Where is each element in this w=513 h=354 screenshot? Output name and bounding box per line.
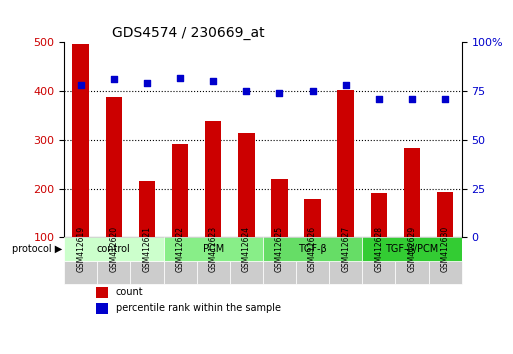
Bar xyxy=(96,303,108,314)
Text: TGF-β: TGF-β xyxy=(298,244,327,254)
Point xyxy=(176,75,184,80)
FancyBboxPatch shape xyxy=(164,237,263,261)
Bar xyxy=(72,44,89,237)
Point xyxy=(408,96,416,102)
Bar xyxy=(96,287,108,298)
Bar xyxy=(404,148,420,237)
Text: GSM412630: GSM412630 xyxy=(441,226,449,272)
Bar xyxy=(106,97,122,237)
Text: GSM412629: GSM412629 xyxy=(407,226,417,272)
Text: GSM412620: GSM412620 xyxy=(109,226,119,272)
Text: percentile rank within the sample: percentile rank within the sample xyxy=(116,303,281,313)
FancyBboxPatch shape xyxy=(296,261,329,284)
Point xyxy=(209,79,218,84)
Bar xyxy=(370,193,387,237)
Text: control: control xyxy=(97,244,131,254)
FancyBboxPatch shape xyxy=(64,261,97,284)
FancyBboxPatch shape xyxy=(196,261,230,284)
Text: GSM412626: GSM412626 xyxy=(308,226,317,272)
Text: protocol ▶: protocol ▶ xyxy=(12,244,63,254)
Bar xyxy=(205,121,222,237)
Bar xyxy=(271,179,288,237)
FancyBboxPatch shape xyxy=(164,261,196,284)
Point xyxy=(110,77,118,82)
FancyBboxPatch shape xyxy=(362,237,462,261)
FancyBboxPatch shape xyxy=(263,261,296,284)
FancyBboxPatch shape xyxy=(362,261,396,284)
Point xyxy=(242,88,250,94)
FancyBboxPatch shape xyxy=(97,261,130,284)
Text: GSM412625: GSM412625 xyxy=(275,226,284,272)
Bar xyxy=(172,144,188,237)
Point xyxy=(375,96,383,102)
Point xyxy=(275,90,284,96)
Bar xyxy=(238,132,254,237)
FancyBboxPatch shape xyxy=(130,261,164,284)
Text: GSM412627: GSM412627 xyxy=(341,226,350,272)
Point xyxy=(143,81,151,86)
FancyBboxPatch shape xyxy=(230,261,263,284)
Text: GSM412624: GSM412624 xyxy=(242,226,251,272)
Bar xyxy=(304,199,321,237)
FancyBboxPatch shape xyxy=(396,261,428,284)
Text: GSM412622: GSM412622 xyxy=(175,226,185,272)
Text: GSM412619: GSM412619 xyxy=(76,226,85,272)
Point xyxy=(441,96,449,102)
FancyBboxPatch shape xyxy=(64,237,164,261)
FancyBboxPatch shape xyxy=(329,261,362,284)
Text: count: count xyxy=(116,287,144,297)
Point xyxy=(308,88,317,94)
Point xyxy=(342,82,350,88)
Bar xyxy=(139,181,155,237)
Text: PCM: PCM xyxy=(203,244,224,254)
Text: GSM412628: GSM412628 xyxy=(374,226,383,272)
FancyBboxPatch shape xyxy=(428,261,462,284)
FancyBboxPatch shape xyxy=(263,237,362,261)
Text: GDS4574 / 230669_at: GDS4574 / 230669_at xyxy=(112,26,265,40)
Bar xyxy=(437,193,453,237)
Text: TGF-β/PCM: TGF-β/PCM xyxy=(385,244,439,254)
Point xyxy=(76,82,85,88)
Text: GSM412621: GSM412621 xyxy=(143,226,151,272)
Text: GSM412623: GSM412623 xyxy=(209,226,218,272)
Bar xyxy=(338,90,354,237)
